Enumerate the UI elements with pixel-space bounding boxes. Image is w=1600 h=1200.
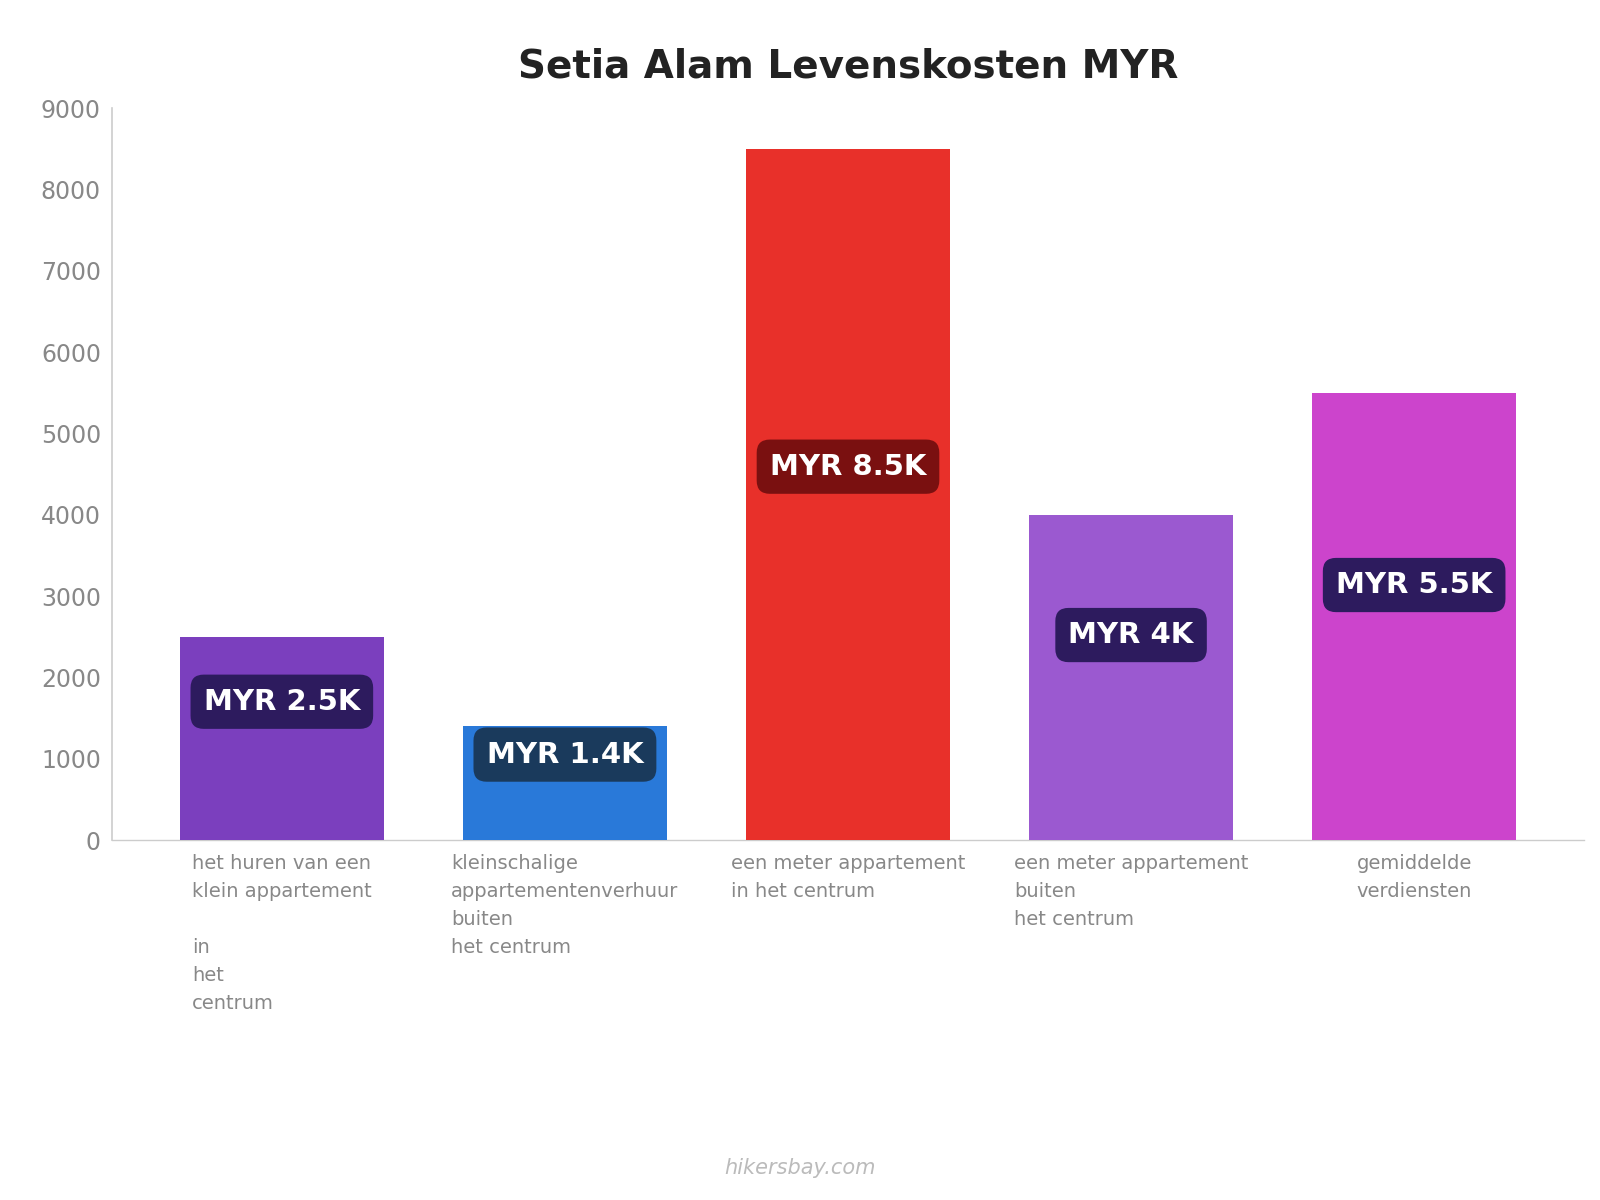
Bar xyxy=(746,149,950,840)
Text: MYR 5.5K: MYR 5.5K xyxy=(1336,571,1493,599)
Text: MYR 4K: MYR 4K xyxy=(1069,622,1194,649)
Text: MYR 8.5K: MYR 8.5K xyxy=(770,452,926,481)
Text: hikersbay.com: hikersbay.com xyxy=(725,1158,875,1178)
Bar xyxy=(179,637,384,840)
Text: MYR 1.4K: MYR 1.4K xyxy=(486,740,643,769)
Bar xyxy=(462,726,667,840)
Bar xyxy=(1312,392,1517,840)
Bar xyxy=(1029,515,1234,840)
Text: MYR 2.5K: MYR 2.5K xyxy=(203,688,360,715)
Title: Setia Alam Levenskosten MYR: Setia Alam Levenskosten MYR xyxy=(518,48,1178,85)
